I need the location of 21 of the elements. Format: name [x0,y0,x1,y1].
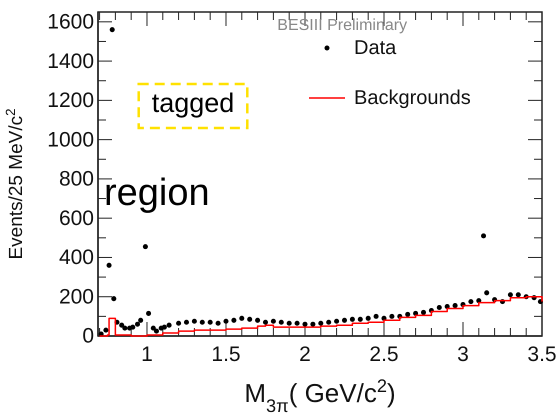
x-tick-label: 3 [457,342,469,366]
x-axis-title: M$_{3π}$( GeV/c$^{2}$) [244,376,396,416]
x-tick-label: 3.5 [527,342,557,366]
y-tick-label: 400 [58,246,94,270]
y-tick-label: 1600 [47,10,94,34]
annotation: BESIII Preliminary [277,17,408,34]
x-tick-label: 1.5 [211,342,241,366]
legend-label: Backgrounds [354,87,471,109]
x-tick-label: 1 [141,342,153,366]
y-tick-label: 0 [82,324,94,348]
y-tick-label: 1000 [47,128,94,152]
y-tick-label: 600 [58,206,94,230]
annotation: tagged [152,88,234,118]
y-tick-label: 1400 [47,50,94,73]
y-tick-label: 800 [58,168,94,191]
y-tick-label: 200 [58,285,94,308]
x-tick-label: 2 [299,342,311,366]
x-tick-label: 2.5 [369,342,399,366]
y-tick-label: 1200 [47,89,94,112]
annotation: region [104,172,210,214]
legend-label: Data [354,37,398,59]
